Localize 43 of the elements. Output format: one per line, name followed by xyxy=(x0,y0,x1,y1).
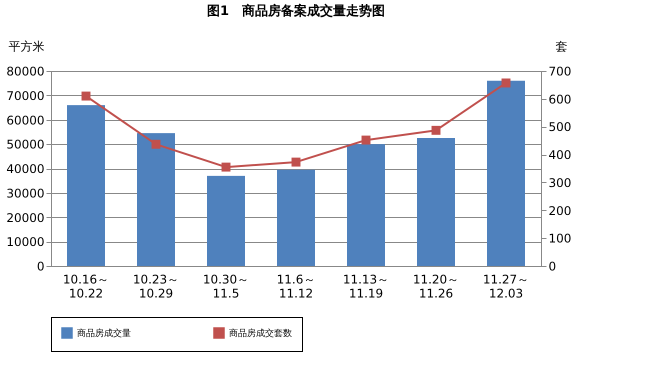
x-tick-label: 10.30～ 11.5 xyxy=(202,272,250,300)
y2-tick-label: 700 xyxy=(548,64,572,78)
y-tick-label: 20000 xyxy=(6,210,44,225)
y-tick-label: 70000 xyxy=(6,88,44,103)
x-tick-label: 10.16～ 10.22 xyxy=(62,272,110,300)
y2-tick-label: 300 xyxy=(548,176,572,190)
bar xyxy=(207,176,245,266)
point xyxy=(362,136,370,145)
y-axis-title: 平方米 xyxy=(8,40,44,54)
bar xyxy=(487,80,525,266)
bar xyxy=(417,138,455,266)
point xyxy=(222,162,230,172)
y-tick-label: 30000 xyxy=(6,186,44,200)
bar xyxy=(67,105,105,266)
x-tick-label: 10.23～ 10.29 xyxy=(132,272,180,300)
point xyxy=(292,158,300,167)
point xyxy=(82,92,90,101)
bar xyxy=(277,170,315,266)
y-tick-label: 60000 xyxy=(6,113,44,128)
y2-tick-label: 600 xyxy=(548,92,572,106)
y2-tick-label: 400 xyxy=(548,148,572,162)
bar xyxy=(137,133,175,266)
y2-tick-label: 200 xyxy=(548,204,572,218)
chart-title: 图1 商品房备案成交量走势图 xyxy=(206,3,386,19)
x-tick-label: 11.20～ 11.26 xyxy=(412,272,460,300)
y-tick-label: 10000 xyxy=(6,235,44,250)
y-tick-label: 0 xyxy=(36,260,44,274)
x-tick-label: 11.13～ 11.19 xyxy=(342,272,390,300)
y2-tick-label: 100 xyxy=(548,232,572,246)
y-tick-label: 50000 xyxy=(6,138,44,152)
x-tick-label: 11.27～ 12.03 xyxy=(482,272,530,300)
legend-label: 商品房成交套数 xyxy=(229,328,292,339)
point xyxy=(152,140,160,149)
y-tick-label: 40000 xyxy=(6,162,44,176)
point xyxy=(502,78,510,88)
x-tick-label: 11.6～ 11.12 xyxy=(276,272,316,300)
bar xyxy=(347,144,385,266)
y2-tick-label: 0 xyxy=(548,260,556,274)
y2-axis-title: 套 xyxy=(556,40,568,54)
y-tick-label: 80000 xyxy=(6,64,44,78)
point xyxy=(432,126,440,135)
legend-label: 商品房成交量 xyxy=(77,328,131,339)
y2-tick-label: 500 xyxy=(548,120,572,134)
